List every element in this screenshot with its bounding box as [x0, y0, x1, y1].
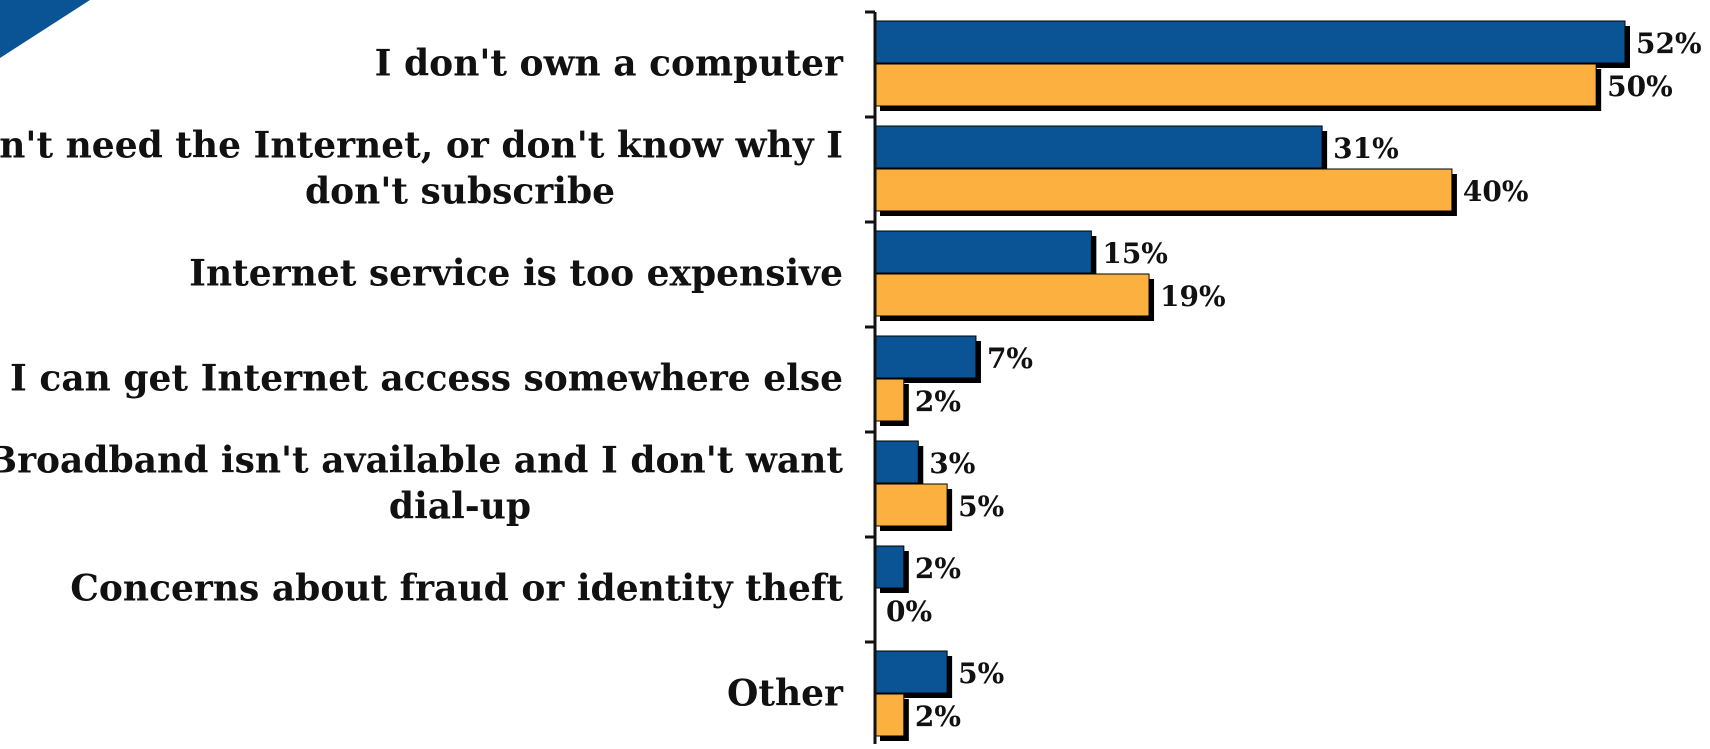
category-label: Concerns about fraud or identity theft	[70, 568, 843, 610]
bar-series-1-row-6	[874, 545, 905, 589]
value-label: 15%	[1102, 237, 1168, 270]
bar-series-2-row-3	[874, 273, 1150, 317]
value-label: 2%	[915, 700, 961, 733]
category-label: I can get Internet access somewhere else	[10, 358, 843, 400]
value-label: 0%	[886, 595, 932, 628]
category-label: don't subscribe	[305, 171, 615, 213]
value-label: 19%	[1160, 280, 1226, 313]
bar-series-2-row-5	[874, 483, 948, 527]
category-label: I don't need the Internet, or don't know…	[0, 125, 843, 167]
axis-layer	[865, 10, 877, 749]
bar-series-1-row-1	[874, 20, 1626, 64]
bar-series-2-row-2	[874, 168, 1453, 212]
value-label: 52%	[1636, 27, 1702, 60]
value-label: 2%	[915, 552, 961, 585]
value-label: 2%	[915, 385, 961, 418]
bar-series-1-row-7	[874, 650, 948, 694]
category-label: Internet service is too expensive	[189, 253, 843, 295]
value-label: 50%	[1607, 70, 1673, 103]
corner-accent-shape	[0, 0, 90, 58]
category-label: Broadband isn't available and I don't wa…	[0, 440, 843, 482]
labels-layer: 52% 50% I don't own a computer 31% 40% I don'…	[0, 27, 1702, 733]
bar-series-1-row-2	[874, 125, 1323, 169]
value-label: 7%	[987, 342, 1033, 375]
bar-series-2-row-7	[874, 693, 905, 737]
bar-series-1-row-4	[874, 335, 977, 379]
value-label: 3%	[929, 447, 975, 480]
value-label: 5%	[958, 490, 1004, 523]
bars-layer	[874, 20, 1630, 741]
bar-series-1-row-5	[874, 440, 919, 484]
value-label: 31%	[1333, 132, 1399, 165]
bar-series-2-row-1	[874, 63, 1597, 107]
category-label: I don't own a computer	[375, 43, 844, 85]
category-label: Other	[727, 673, 844, 715]
value-label: 40%	[1463, 175, 1529, 208]
category-label: dial-up	[389, 486, 531, 528]
value-label: 5%	[958, 657, 1004, 690]
bar-series-2-row-4	[874, 378, 905, 422]
bar-series-1-row-3	[874, 230, 1092, 274]
